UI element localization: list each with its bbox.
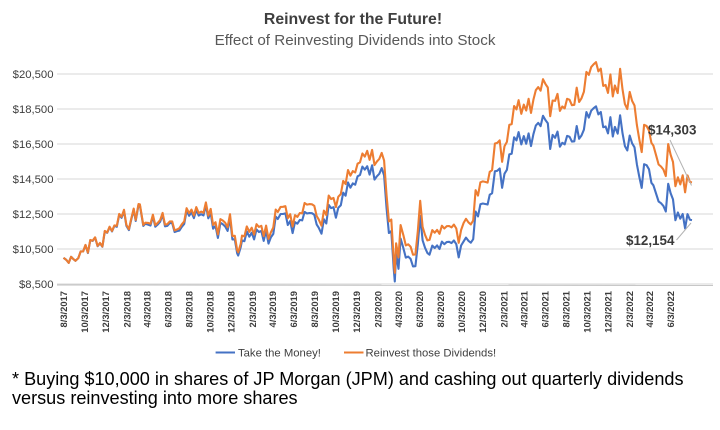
- svg-text:$12,500: $12,500: [13, 209, 54, 221]
- svg-text:12/3/2019: 12/3/2019: [351, 291, 362, 333]
- svg-text:2/3/2019: 2/3/2019: [247, 291, 258, 328]
- svg-text:$18,500: $18,500: [13, 104, 54, 116]
- svg-text:* Buying $10,000 in shares of: * Buying $10,000 in shares of JP Morgan …: [12, 369, 684, 389]
- svg-text:2/3/2022: 2/3/2022: [624, 291, 635, 328]
- svg-text:2/3/2018: 2/3/2018: [121, 291, 132, 328]
- svg-text:10/3/2021: 10/3/2021: [582, 291, 593, 333]
- svg-text:6/3/2021: 6/3/2021: [540, 291, 551, 328]
- svg-text:8/3/2019: 8/3/2019: [309, 291, 320, 328]
- svg-text:$20,500: $20,500: [13, 69, 54, 81]
- svg-text:Reinvest for the Future!: Reinvest for the Future!: [264, 11, 442, 28]
- svg-text:$14,303: $14,303: [648, 123, 696, 138]
- svg-text:$8,500: $8,500: [19, 279, 54, 291]
- svg-text:12/3/2017: 12/3/2017: [100, 291, 111, 333]
- svg-text:Take the Money!: Take the Money!: [238, 348, 321, 360]
- svg-text:4/3/2021: 4/3/2021: [519, 291, 530, 328]
- svg-text:Effect of Reinvesting Dividend: Effect of Reinvesting Dividends into Sto…: [215, 32, 496, 49]
- svg-text:10/3/2017: 10/3/2017: [79, 291, 90, 333]
- svg-text:6/3/2018: 6/3/2018: [163, 291, 174, 328]
- svg-text:2/3/2021: 2/3/2021: [498, 291, 509, 328]
- svg-text:6/3/2019: 6/3/2019: [288, 291, 299, 328]
- svg-text:$16,500: $16,500: [13, 139, 54, 151]
- svg-text:2/3/2020: 2/3/2020: [372, 291, 383, 328]
- svg-text:Reinvest those Dividends!: Reinvest those Dividends!: [366, 348, 497, 360]
- svg-text:versus reinvesting into more s: versus reinvesting into more shares: [12, 388, 298, 408]
- svg-text:12/3/2018: 12/3/2018: [226, 291, 237, 333]
- svg-text:4/3/2020: 4/3/2020: [393, 291, 404, 328]
- svg-text:4/3/2019: 4/3/2019: [267, 291, 278, 328]
- svg-text:12/3/2020: 12/3/2020: [477, 291, 488, 333]
- svg-text:6/3/2020: 6/3/2020: [414, 291, 425, 328]
- svg-text:10/3/2018: 10/3/2018: [205, 291, 216, 333]
- svg-text:4/3/2018: 4/3/2018: [142, 291, 153, 328]
- svg-text:6/3/2022: 6/3/2022: [665, 291, 676, 328]
- svg-text:8/3/2020: 8/3/2020: [435, 291, 446, 328]
- svg-text:10/3/2019: 10/3/2019: [330, 291, 341, 333]
- svg-text:$12,154: $12,154: [626, 233, 675, 248]
- svg-text:8/3/2017: 8/3/2017: [58, 291, 69, 328]
- svg-text:$10,500: $10,500: [13, 244, 54, 256]
- svg-text:8/3/2021: 8/3/2021: [561, 291, 572, 328]
- svg-text:$14,500: $14,500: [13, 174, 54, 186]
- svg-text:12/3/2021: 12/3/2021: [603, 291, 614, 333]
- svg-text:4/3/2022: 4/3/2022: [644, 291, 655, 328]
- svg-text:8/3/2018: 8/3/2018: [184, 291, 195, 328]
- svg-text:10/3/2020: 10/3/2020: [456, 291, 467, 333]
